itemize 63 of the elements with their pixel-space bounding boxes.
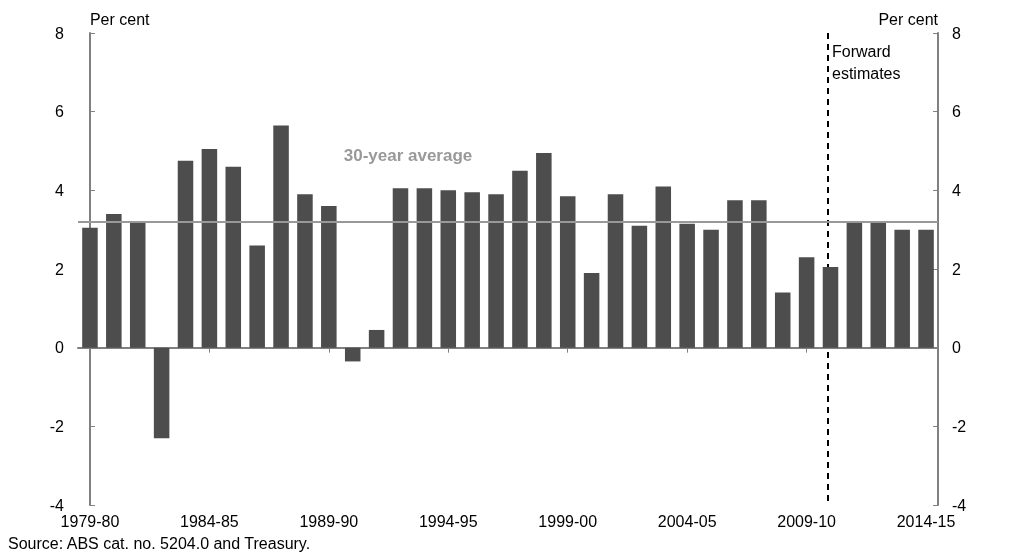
x-tick-label: 1984-85 [180,512,239,530]
bar [703,229,719,348]
y-tick-label: -4 [49,496,65,514]
bar [727,200,743,348]
annotation: Forward estimates [832,42,901,82]
bar [368,329,385,348]
bar [297,194,313,348]
bar [607,194,624,348]
bar [153,347,170,439]
bar [870,221,887,348]
bar [201,149,218,348]
bar [177,160,194,348]
x-tick-label: 2014-15 [896,512,956,530]
bar [846,221,863,348]
bar [631,225,648,348]
x-tick-label: 1999-00 [538,512,598,530]
bar [894,229,910,348]
y2-tick-label: 8 [952,24,961,42]
bar [106,213,122,348]
y2-tick-label: 2 [952,260,961,278]
bar [464,192,480,348]
bar [583,272,600,348]
y-tick-label: 6 [55,103,65,121]
source-note: Source: ABS cat. no. 5204.0 and Treasury. [8,534,311,552]
ref-line-label: 30-year average [343,145,473,165]
bar [249,245,265,348]
bar [273,125,289,348]
bar [225,166,242,348]
x-tick-label: 2009-10 [777,512,837,530]
bar [536,152,552,348]
bar [822,267,839,348]
bar [440,190,457,348]
bar [82,227,98,348]
bar [392,188,409,348]
bar [344,347,361,362]
bar [774,292,791,348]
bar [655,186,672,348]
bar [751,200,767,348]
bar [512,170,528,348]
y2-tick-label: 0 [952,339,961,357]
bar [488,194,504,348]
y-tick-label: 0 [55,339,65,357]
bar [918,229,934,348]
y-tick-label: -2 [49,417,65,435]
x-tick-label: 2004-05 [657,512,717,530]
bar [129,221,146,348]
y2-axis-title: Per cent [878,10,939,28]
y-tick-label: 2 [55,260,65,278]
y2-tick-label: -4 [952,496,967,514]
y2-tick-label: 4 [952,181,961,199]
y2-tick-label: -2 [952,417,967,435]
bar [559,196,576,348]
x-tick-label: 1989-90 [299,512,359,530]
bar [416,188,433,348]
y-tick-label: 4 [55,181,65,199]
bar [321,206,337,348]
y-axis-title: Per cent [89,10,151,28]
bar [679,223,695,348]
x-tick-label: 1994-95 [418,512,478,530]
x-tick-label: 1979-80 [60,512,120,530]
bar [798,257,815,348]
y-tick-label: 8 [55,24,65,42]
y2-tick-label: 6 [952,103,961,121]
